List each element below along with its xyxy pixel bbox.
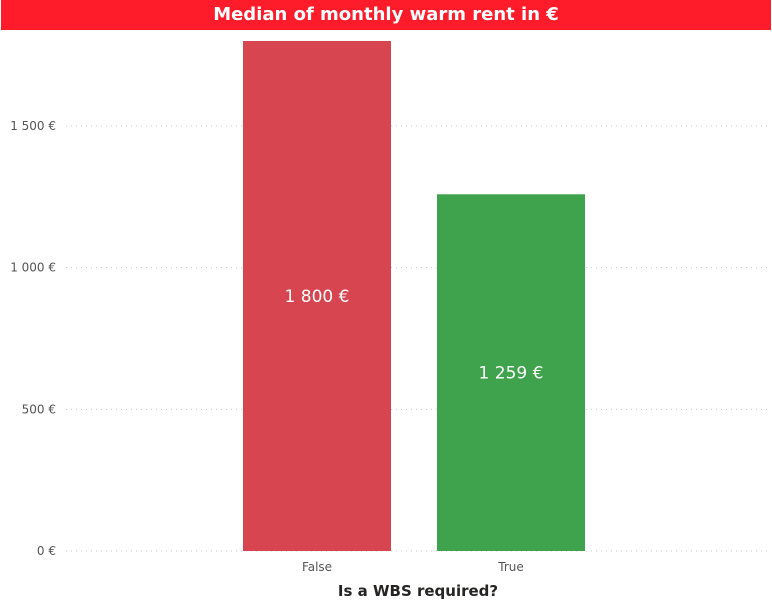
chart-title: Median of monthly warm rent in € (1, 0, 771, 30)
x-tick-label: False (302, 560, 332, 574)
y-tick-label: 1 500 € (10, 119, 56, 133)
y-axis-ticks: 0 € 500 € 1 000 € 1 500 € (10, 119, 56, 558)
data-labels: 1 800 € 1 259 € (285, 287, 544, 384)
data-label: 1 800 € (285, 287, 350, 307)
bars (243, 41, 585, 552)
y-tick-label: 500 € (22, 402, 56, 416)
y-tick-label: 1 000 € (10, 261, 56, 275)
x-tick-label: True (497, 560, 524, 574)
x-axis-ticks: False True (302, 560, 524, 574)
y-tick-label: 0 € (37, 544, 56, 558)
bar (243, 41, 391, 551)
gridlines (66, 125, 770, 552)
data-label: 1 259 € (479, 364, 544, 384)
bar (437, 194, 585, 552)
x-axis-label: Is a WBS required? (338, 582, 498, 600)
